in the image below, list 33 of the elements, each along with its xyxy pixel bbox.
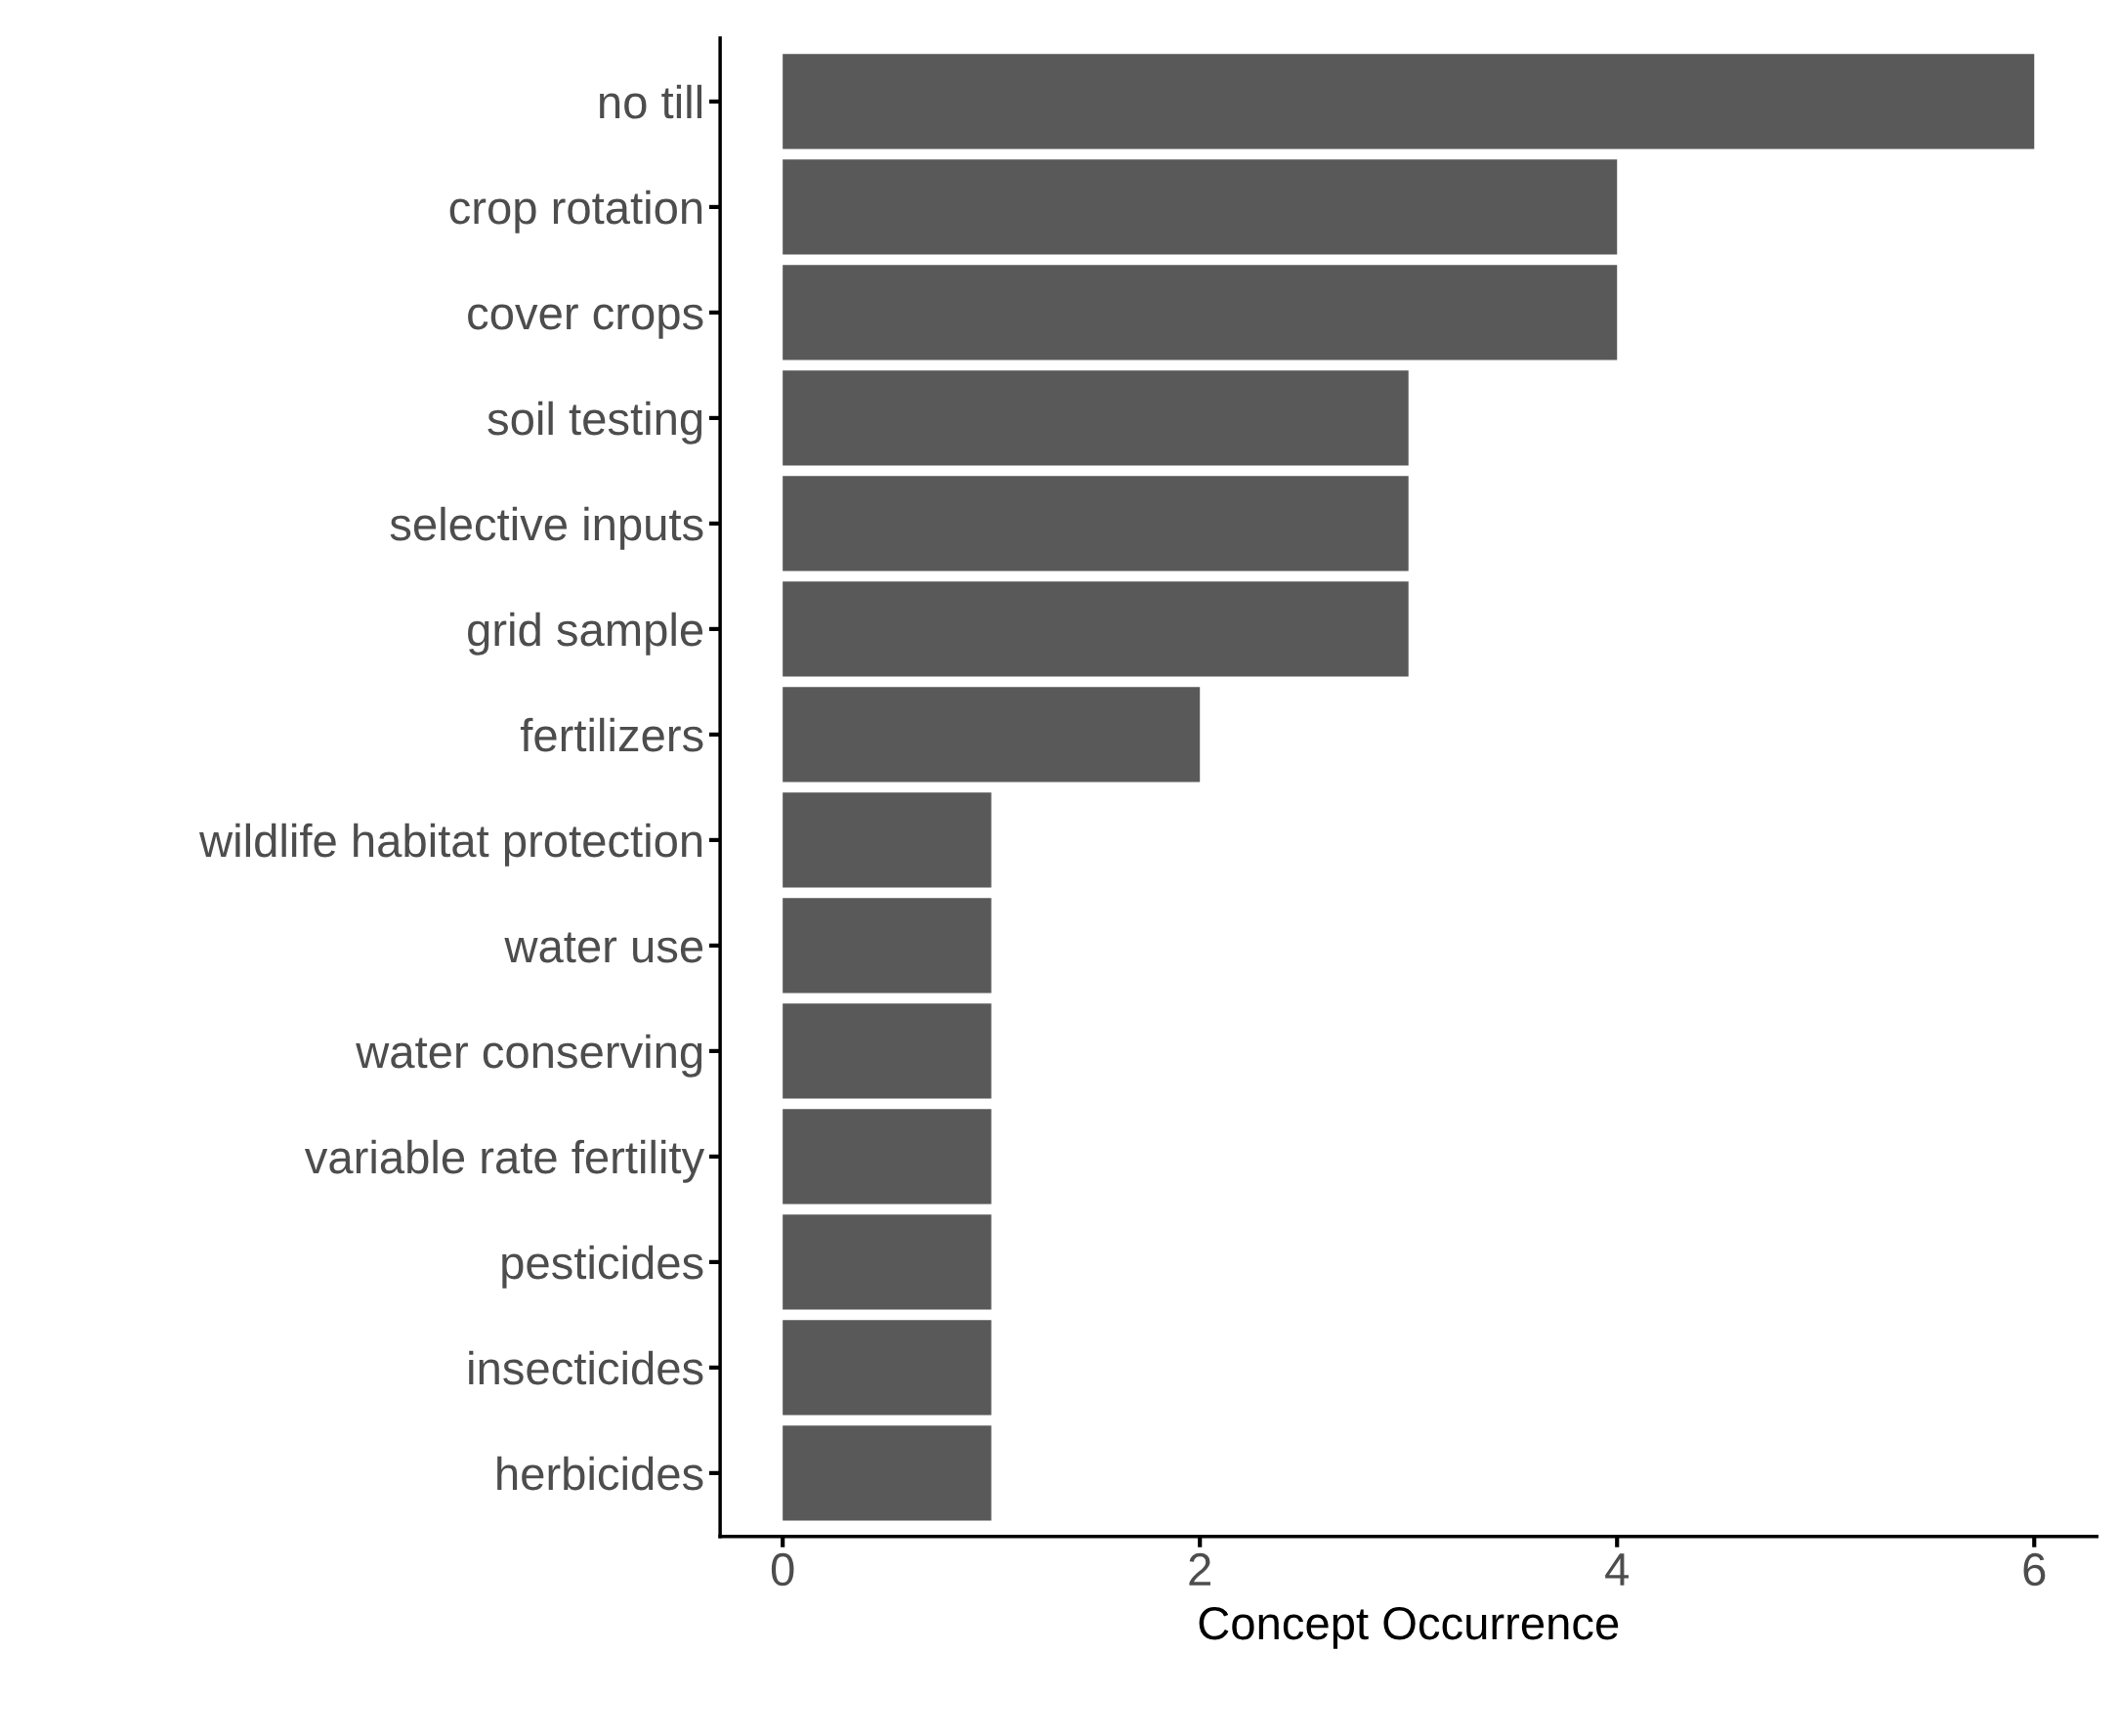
y-tick-label: pesticides [502,1245,703,1289]
y-tick-label: selective inputs [390,506,703,550]
y-tick-label: fertilizers [520,717,703,752]
y-tick-label: soil testing [487,401,702,445]
bar [783,1109,992,1205]
y-tick-label: cover crops [468,304,703,339]
bar [783,581,1409,677]
y-tick-label: herbicides [497,1456,703,1491]
y-tick-label: variable rate fertility [304,1139,705,1183]
bar [783,265,1618,360]
bar [783,54,2035,149]
y-tick-label: grid sample [468,612,703,656]
x-tick-label: 2 [1189,1552,1210,1586]
bar [783,898,992,994]
x-tick-label: 4 [1605,1553,1629,1586]
y-tick-label: no till [600,84,701,119]
bar [783,1425,992,1521]
bar [783,792,992,888]
y-tick-label: crop rotation [449,190,702,233]
x-tick-label: 0 [771,1552,794,1587]
y-tick-label: wildlife habitat protection [199,823,702,867]
x-axis-title: Concept Occurrence [1199,1607,1619,1649]
bar [783,1320,992,1416]
bar [783,159,1618,255]
x-tick-label: 6 [2023,1552,2046,1587]
bar [783,687,1201,783]
bar [783,1003,992,1099]
bar [783,370,1409,466]
bar [783,476,1409,572]
bar [783,1214,992,1310]
y-tick-label: water conserving [356,1034,702,1078]
y-tick-label: insecticides [469,1350,703,1385]
y-tick-label: water use [504,932,703,963]
